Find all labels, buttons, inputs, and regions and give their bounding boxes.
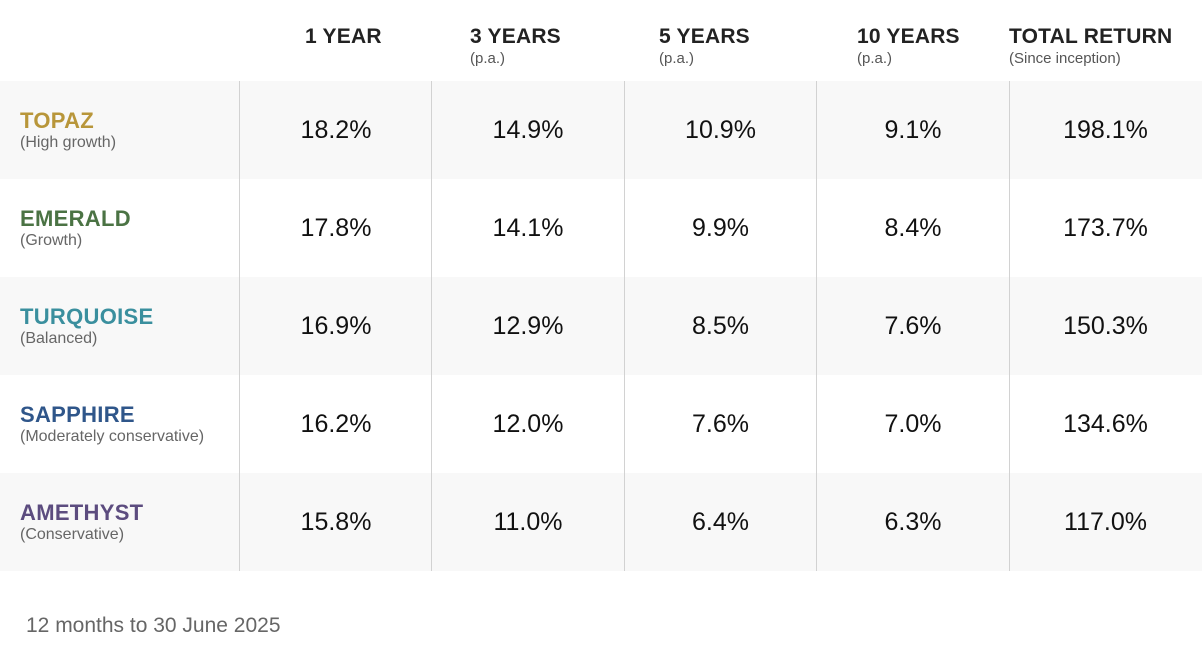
value-cell-3-years: 14.1% (492, 214, 564, 242)
fund-name: TOPAZ (20, 107, 95, 133)
value-cell-3-years: 11.0% (493, 508, 563, 536)
value-cell-total-return: 173.7% (1063, 214, 1148, 242)
fund-cell: SAPPHIRE (Moderately conservative) (20, 375, 239, 473)
value-cell-5-years: 9.9% (692, 214, 749, 242)
fund-name: SAPPHIRE (20, 401, 135, 427)
value-cell-1-year: 16.2% (300, 410, 372, 438)
fund-name: AMETHYST (20, 499, 144, 525)
column-title: 1 YEAR (305, 25, 382, 48)
column-title: 3 YEARS (470, 25, 561, 48)
value-cell-10-years: 9.1% (884, 116, 942, 144)
fund-name: EMERALD (20, 205, 131, 231)
fund-description: (Moderately conservative) (20, 427, 205, 445)
column-divider (239, 81, 240, 571)
value-cell-1-year: 15.8% (300, 508, 372, 536)
column-title: 5 YEARS (659, 25, 750, 48)
value-cell-total-return: 117.0% (1064, 508, 1147, 536)
value-cell-5-years: 8.5% (692, 312, 749, 340)
fund-description: (Growth) (20, 231, 83, 249)
value-cell-1-year: 16.9% (300, 312, 372, 340)
table-header: 1 YEAR 3 YEARS (p.a.) 5 YEARS (p.a.) 10 … (0, 0, 1202, 81)
value-cell-10-years: 6.3% (884, 508, 942, 536)
table-row-turquoise: TURQUOISE (Balanced) 16.9% 12.9% 8.5% 7.… (0, 277, 1202, 375)
table-row-amethyst: AMETHYST (Conservative) 15.8% 11.0% 6.4%… (0, 473, 1202, 571)
value-cell-10-years: 8.4% (884, 214, 942, 242)
column-divider (431, 81, 432, 571)
column-title: TOTAL RETURN (1009, 25, 1173, 48)
table-row-sapphire: SAPPHIRE (Moderately conservative) 16.2%… (0, 375, 1202, 473)
fund-cell: AMETHYST (Conservative) (20, 473, 239, 571)
column-header-3-years: 3 YEARS (p.a.) (470, 24, 561, 68)
column-divider (816, 81, 817, 571)
column-header-5-years: 5 YEARS (p.a.) (659, 24, 750, 68)
value-cell-5-years: 6.4% (692, 508, 749, 536)
column-divider (1009, 81, 1010, 571)
column-header-1-year: 1 YEAR (305, 24, 382, 50)
fund-description: (Conservative) (20, 525, 125, 543)
value-cell-3-years: 14.9% (492, 116, 564, 144)
returns-table: TOPAZ (High growth) 18.2% 14.9% 10.9% 9.… (0, 81, 1202, 571)
fund-description: (Balanced) (20, 329, 98, 347)
value-cell-1-year: 17.8% (300, 214, 372, 242)
column-subtitle: (Since inception) (1009, 50, 1121, 67)
value-cell-3-years: 12.9% (492, 312, 564, 340)
fund-name: TURQUOISE (20, 303, 154, 329)
column-title: 10 YEARS (857, 25, 960, 48)
column-subtitle: (p.a.) (659, 50, 695, 67)
fund-description: (High growth) (20, 133, 117, 151)
value-cell-10-years: 7.6% (884, 312, 942, 340)
value-cell-total-return: 134.6% (1063, 410, 1148, 438)
value-cell-5-years: 10.9% (685, 116, 756, 144)
value-cell-total-return: 198.1% (1063, 116, 1148, 144)
footnote: 12 months to 30 June 2025 (26, 614, 281, 637)
fund-cell: TOPAZ (High growth) (20, 81, 239, 179)
column-subtitle: (p.a.) (470, 50, 506, 67)
column-divider (624, 81, 625, 571)
value-cell-3-years: 12.0% (492, 410, 564, 438)
value-cell-total-return: 150.3% (1063, 312, 1148, 340)
table-row-topaz: TOPAZ (High growth) 18.2% 14.9% 10.9% 9.… (0, 81, 1202, 179)
fund-cell: EMERALD (Growth) (20, 179, 239, 277)
value-cell-1-year: 18.2% (300, 116, 372, 144)
column-header-total-return: TOTAL RETURN (Since inception) (1009, 24, 1172, 68)
fund-cell: TURQUOISE (Balanced) (20, 277, 239, 375)
table-row-emerald: EMERALD (Growth) 17.8% 14.1% 9.9% 8.4% 1… (0, 179, 1202, 277)
column-header-10-years: 10 YEARS (p.a.) (857, 24, 960, 68)
column-subtitle: (p.a.) (857, 50, 893, 67)
value-cell-10-years: 7.0% (884, 410, 942, 438)
value-cell-5-years: 7.6% (692, 410, 749, 438)
